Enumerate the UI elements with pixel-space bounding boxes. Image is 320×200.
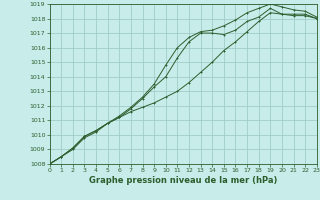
X-axis label: Graphe pression niveau de la mer (hPa): Graphe pression niveau de la mer (hPa) bbox=[89, 176, 277, 185]
